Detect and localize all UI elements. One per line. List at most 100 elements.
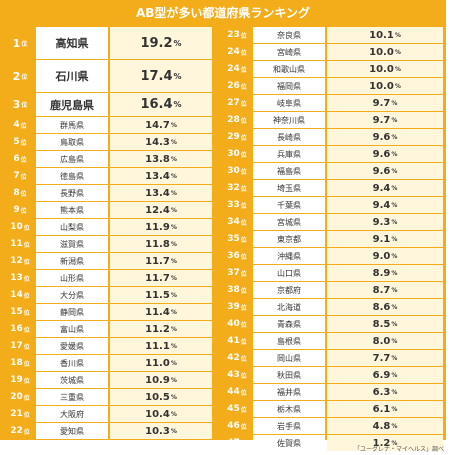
percentage-number: 19.2	[140, 35, 173, 51]
ranking-row: 20 位三重県 10.5%	[4, 389, 214, 405]
rank-number: 11	[10, 239, 23, 249]
rank-suffix: 位	[240, 423, 247, 431]
ranking-row: 3 位鹿児島県 16.4%	[4, 93, 214, 116]
rank-label: 30 位	[221, 163, 253, 179]
ranking-row: 39 位北海道 8.6%	[221, 299, 443, 315]
rank-number: 10	[10, 222, 23, 232]
prefecture-name: 京都府	[253, 282, 325, 298]
percentage-number: 4.8	[372, 420, 391, 432]
percentage-value: 10.1%	[327, 27, 443, 43]
ranking-row: 29 位長崎県 9.6%	[221, 129, 443, 145]
percentage-number: 14.7	[145, 119, 170, 131]
percent-sign: %	[170, 257, 177, 265]
rank-label: 28 位	[221, 112, 253, 128]
rank-number: 36	[227, 251, 240, 261]
rank-suffix: 位	[23, 377, 30, 385]
percent-sign: %	[391, 235, 398, 243]
rank-label: 38 位	[221, 282, 253, 298]
percentage-value: 10.0%	[327, 44, 443, 60]
rank-number: 20	[10, 392, 23, 402]
percent-sign: %	[170, 342, 177, 350]
percentage-value: 9.0%	[327, 248, 443, 264]
percentage-value: 9.6%	[327, 146, 443, 162]
percentage-number: 10.0	[369, 80, 394, 92]
rank-number: 30	[227, 149, 240, 159]
prefecture-name: 岩手県	[253, 418, 325, 434]
ranking-row: 22 位愛知県 10.3%	[4, 423, 214, 439]
ranking-row: 15 位静岡県 11.4%	[4, 304, 214, 320]
rank-suffix: 位	[240, 117, 247, 125]
rank-suffix: 位	[240, 253, 247, 261]
rank-label: 24 位	[221, 61, 253, 77]
rank-suffix: 位	[240, 185, 247, 193]
rank-suffix: 位	[23, 360, 30, 368]
rank-number: 32	[227, 183, 240, 193]
ranking-row: 7 位徳島県 13.4%	[4, 168, 214, 184]
rank-number: 26	[227, 81, 240, 91]
prefecture-name: 群馬県	[36, 117, 108, 133]
percent-sign: %	[391, 286, 398, 294]
prefecture-name: 島根県	[253, 333, 325, 349]
percent-sign: %	[173, 71, 182, 81]
prefecture-name: 福島県	[253, 163, 325, 179]
percentage-value: 13.4%	[110, 168, 212, 184]
percentage-number: 10.1	[369, 29, 394, 41]
ranking-row: 8 位長野県 13.4%	[4, 185, 214, 201]
percentage-value: 13.8%	[110, 151, 212, 167]
rank-number: 45	[227, 404, 240, 414]
percent-sign: %	[391, 150, 398, 158]
percentage-value: 19.2%	[110, 27, 212, 59]
percent-sign: %	[170, 240, 177, 248]
percentage-value: 8.6%	[327, 299, 443, 315]
ranking-row: 32 位埼玉県 9.4%	[221, 180, 443, 196]
ranking-row: 28 位神奈川県 9.7%	[221, 112, 443, 128]
percent-sign: %	[391, 320, 398, 328]
rank-label: 23 位	[221, 27, 253, 43]
percent-sign: %	[170, 308, 177, 316]
rank-number: 2	[12, 69, 21, 83]
rank-label: 11 位	[4, 236, 36, 252]
prefecture-name: 香川県	[36, 355, 108, 371]
percent-sign: %	[170, 223, 177, 231]
rank-number: 1	[12, 36, 21, 50]
percentage-value: 11.9%	[110, 219, 212, 235]
rank-number: 40	[227, 319, 240, 329]
rank-suffix: 位	[20, 173, 27, 181]
percent-sign: %	[391, 252, 398, 260]
rank-suffix: 位	[240, 270, 247, 278]
prefecture-name: 愛知県	[36, 423, 108, 439]
rank-label: 30 位	[221, 146, 253, 162]
percent-sign: %	[170, 393, 177, 401]
rank-suffix: 位	[240, 202, 247, 210]
percent-sign: %	[391, 405, 398, 413]
ranking-row: 14 位大分県 11.5%	[4, 287, 214, 303]
prefecture-name: 新潟県	[36, 253, 108, 269]
rank-label: 22 位	[4, 423, 36, 439]
rank-number: 24	[227, 47, 240, 57]
rank-suffix: 位	[23, 394, 30, 402]
ranking-title: AB型が多い都道府県ランキング	[135, 6, 311, 20]
rank-number: 35	[227, 234, 240, 244]
prefecture-name: 奈良県	[253, 27, 325, 43]
percentage-number: 8.7	[372, 284, 391, 296]
percentage-value: 9.6%	[327, 129, 443, 145]
rank-suffix: 位	[20, 156, 27, 164]
percentage-number: 10.9	[145, 374, 170, 386]
ranking-row: 21 位大阪府 10.4%	[4, 406, 214, 422]
percentage-value: 11.8%	[110, 236, 212, 252]
rank-suffix: 位	[240, 168, 247, 176]
percent-sign: %	[170, 189, 177, 197]
percentage-number: 13.4	[145, 170, 170, 182]
percent-sign: %	[170, 376, 177, 384]
prefecture-name: 静岡県	[36, 304, 108, 320]
ranking-panel: AB型が多い都道府県ランキング 1 位高知県 19.2% 2 位石川県 17.4% 3 位鹿児…	[0, 0, 446, 451]
percentage-value: 6.9%	[327, 367, 443, 383]
rank-suffix: 位	[20, 122, 27, 130]
percentage-number: 9.4	[372, 199, 391, 211]
percentage-value: 14.7%	[110, 117, 212, 133]
